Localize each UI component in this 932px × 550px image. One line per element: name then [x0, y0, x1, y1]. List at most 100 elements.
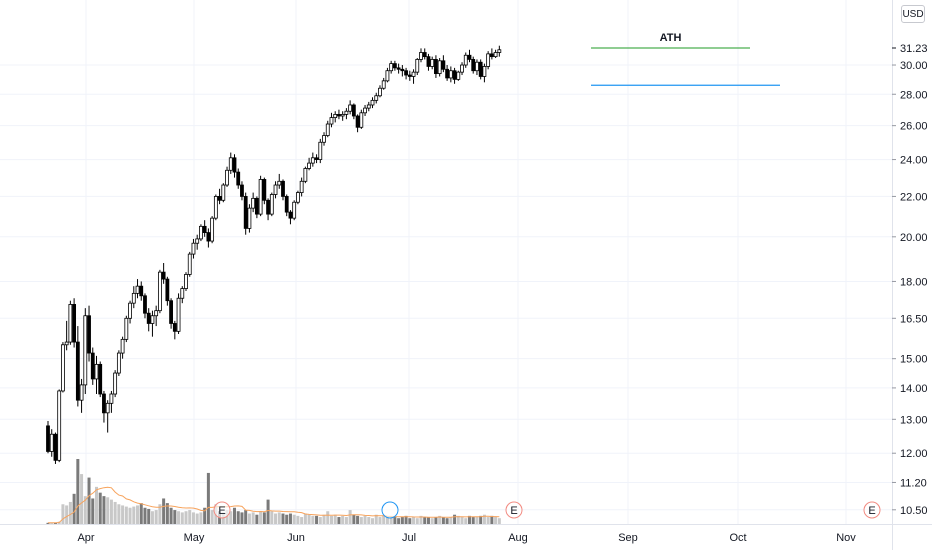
- candle-body[interactable]: [83, 315, 88, 386]
- candle-body[interactable]: [161, 271, 166, 280]
- candle-body[interactable]: [102, 393, 106, 414]
- candle-body[interactable]: [184, 274, 188, 289]
- candle-body[interactable]: [105, 402, 110, 414]
- candle-body[interactable]: [225, 169, 229, 186]
- candle-body[interactable]: [87, 315, 91, 354]
- candle-body[interactable]: [277, 180, 282, 186]
- candle-body[interactable]: [49, 433, 54, 452]
- candle-body[interactable]: [441, 60, 446, 70]
- candle-body[interactable]: [61, 344, 65, 392]
- candle-body[interactable]: [374, 95, 379, 101]
- candle-body[interactable]: [318, 141, 323, 160]
- earnings-marker[interactable]: [505, 501, 523, 519]
- candle-body[interactable]: [154, 310, 159, 317]
- candle-body[interactable]: [344, 110, 349, 115]
- candle-body[interactable]: [430, 59, 435, 67]
- candle-body[interactable]: [139, 285, 144, 297]
- candle-body[interactable]: [195, 238, 200, 244]
- candle-body[interactable]: [90, 352, 95, 380]
- candle-body[interactable]: [281, 180, 285, 197]
- candle-body[interactable]: [232, 157, 237, 173]
- candle-body[interactable]: [310, 157, 315, 164]
- earnings-marker[interactable]: [863, 501, 881, 519]
- candle-body[interactable]: [116, 352, 121, 374]
- candle-body[interactable]: [411, 71, 416, 77]
- candle-body[interactable]: [299, 180, 304, 193]
- candle-body[interactable]: [228, 157, 233, 171]
- candle-body[interactable]: [180, 288, 185, 299]
- candle-body[interactable]: [273, 184, 278, 195]
- candle-body[interactable]: [325, 123, 330, 136]
- candle-body[interactable]: [363, 107, 367, 114]
- candle-body[interactable]: [131, 292, 136, 304]
- candle-body[interactable]: [314, 157, 319, 160]
- candle-body[interactable]: [269, 194, 274, 215]
- candle-body[interactable]: [206, 232, 211, 242]
- candle-body[interactable]: [348, 104, 353, 112]
- candle-body[interactable]: [221, 184, 226, 201]
- candle-body[interactable]: [143, 295, 147, 314]
- candle-body[interactable]: [146, 312, 151, 324]
- candle-body[interactable]: [389, 63, 394, 72]
- candle-body[interactable]: [493, 52, 498, 58]
- candle-body[interactable]: [463, 54, 468, 66]
- candle-body[interactable]: [478, 61, 483, 77]
- candle-body[interactable]: [407, 74, 412, 77]
- candle-body[interactable]: [482, 66, 487, 77]
- candle-body[interactable]: [437, 60, 442, 74]
- candle-body[interactable]: [247, 207, 252, 229]
- candle-body[interactable]: [46, 425, 50, 452]
- candle-body[interactable]: [124, 317, 129, 340]
- candle-body[interactable]: [75, 341, 80, 401]
- candle-body[interactable]: [396, 67, 401, 70]
- candle-body[interactable]: [262, 179, 267, 201]
- candle-body[interactable]: [486, 53, 491, 67]
- candle-body[interactable]: [157, 271, 162, 312]
- candle-body[interactable]: [213, 196, 218, 219]
- candle-body[interactable]: [217, 196, 222, 201]
- candle-body[interactable]: [240, 184, 244, 197]
- candle-body[interactable]: [329, 117, 334, 125]
- candle-body[interactable]: [135, 285, 140, 294]
- candle-body[interactable]: [355, 115, 360, 128]
- candle-body[interactable]: [378, 87, 382, 97]
- earnings-marker[interactable]: [381, 501, 399, 519]
- candle-body[interactable]: [57, 390, 62, 461]
- candle-body[interactable]: [400, 68, 405, 72]
- candle-body[interactable]: [419, 52, 423, 60]
- candle-body[interactable]: [392, 63, 397, 69]
- candle-body[interactable]: [68, 304, 73, 343]
- candle-body[interactable]: [172, 323, 177, 332]
- candle-body[interactable]: [445, 68, 450, 79]
- candle-body[interactable]: [72, 304, 77, 343]
- candle-body[interactable]: [467, 54, 472, 60]
- candle-body[interactable]: [169, 300, 173, 324]
- candle-body[interactable]: [187, 253, 192, 275]
- candle-body[interactable]: [254, 197, 259, 215]
- candle-body[interactable]: [475, 61, 479, 72]
- candle-body[interactable]: [150, 315, 155, 324]
- candle-body[interactable]: [340, 113, 345, 117]
- candle-body[interactable]: [303, 168, 308, 182]
- candle-body[interactable]: [366, 104, 371, 109]
- candle-body[interactable]: [94, 363, 99, 380]
- candle-body[interactable]: [64, 341, 69, 346]
- candle-body[interactable]: [120, 338, 125, 354]
- candle-body[interactable]: [497, 49, 502, 53]
- candle-body[interactable]: [370, 99, 375, 106]
- candle-body[interactable]: [385, 70, 390, 82]
- candle-body[interactable]: [202, 225, 207, 233]
- candle-body[interactable]: [128, 302, 132, 319]
- candle-body[interactable]: [176, 297, 181, 332]
- candle-body[interactable]: [165, 278, 170, 302]
- candle-body[interactable]: [422, 52, 427, 58]
- candle-body[interactable]: [489, 53, 494, 58]
- candle-body[interactable]: [284, 196, 289, 213]
- candle-body[interactable]: [460, 64, 464, 73]
- candle-body[interactable]: [53, 433, 58, 461]
- candle-body[interactable]: [296, 192, 300, 203]
- candle-body[interactable]: [210, 217, 215, 242]
- candle-body[interactable]: [322, 135, 326, 143]
- candle-body[interactable]: [452, 70, 457, 80]
- earnings-marker[interactable]: [213, 501, 231, 519]
